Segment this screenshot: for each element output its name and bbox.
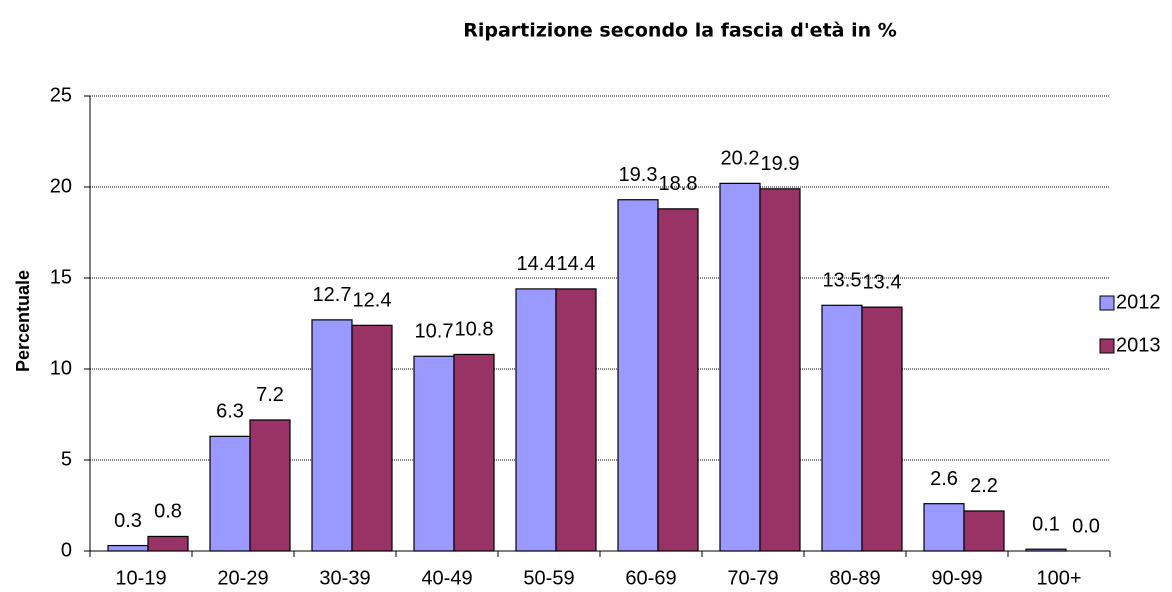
bar xyxy=(107,544,149,552)
bar xyxy=(861,306,903,552)
bar xyxy=(1025,548,1067,552)
legend-label: 2012 xyxy=(1116,291,1161,313)
x-tick-label: 30-39 xyxy=(319,567,370,589)
bar xyxy=(515,288,557,552)
y-axis-title: Percentuale xyxy=(13,270,33,372)
bar xyxy=(209,435,251,552)
bar xyxy=(147,535,189,552)
x-tick-label: 20-29 xyxy=(217,567,268,589)
bar xyxy=(351,324,393,552)
x-tick-label: 90-99 xyxy=(931,567,982,589)
value-label: 13.4 xyxy=(863,271,902,293)
x-tick-label: 10-19 xyxy=(115,567,166,589)
value-label: 2.2 xyxy=(970,475,998,497)
y-tick-label: 20 xyxy=(50,175,72,197)
value-label: 0.1 xyxy=(1032,513,1060,535)
x-tick-label: 70-79 xyxy=(727,567,778,589)
value-label: 14.4 xyxy=(517,253,556,275)
value-label: 20.2 xyxy=(721,148,760,170)
y-tick-label: 5 xyxy=(61,448,72,470)
bar xyxy=(821,304,863,552)
chart-title: Ripartizione secondo la fascia d'età in … xyxy=(463,20,897,42)
value-label: 0.0 xyxy=(1072,515,1100,537)
bar xyxy=(453,353,495,552)
value-label: 10.8 xyxy=(455,319,494,341)
bar xyxy=(617,199,659,552)
bar xyxy=(555,288,597,552)
bar xyxy=(963,510,1005,552)
bar xyxy=(657,208,699,552)
bar xyxy=(923,503,965,552)
legend-label: 2013 xyxy=(1116,334,1161,356)
value-label: 19.3 xyxy=(619,164,658,186)
value-label: 0.8 xyxy=(154,501,182,523)
bar xyxy=(759,188,801,552)
bar xyxy=(311,319,353,552)
bar xyxy=(249,419,291,552)
legend-swatch xyxy=(1099,338,1115,354)
value-label: 19.9 xyxy=(761,153,800,175)
x-tick-label: 40-49 xyxy=(421,567,472,589)
value-label: 2.6 xyxy=(930,468,958,490)
value-label: 12.7 xyxy=(313,284,352,306)
x-tick-label: 100+ xyxy=(1036,567,1081,589)
value-label: 12.4 xyxy=(353,290,392,312)
value-label: 6.3 xyxy=(216,401,244,423)
x-tick-label: 50-59 xyxy=(523,567,574,589)
x-tick-label: 80-89 xyxy=(829,567,880,589)
y-tick-label: 25 xyxy=(50,84,72,106)
value-label: 0.3 xyxy=(114,510,142,532)
x-tick-label: 60-69 xyxy=(625,567,676,589)
value-label: 13.5 xyxy=(823,270,862,292)
value-label: 10.7 xyxy=(415,321,454,343)
y-tick-label: 15 xyxy=(50,266,72,288)
value-label: 14.4 xyxy=(557,253,596,275)
value-label: 18.8 xyxy=(659,173,698,195)
value-label: 7.2 xyxy=(256,384,284,406)
bar xyxy=(413,355,455,552)
bar xyxy=(719,182,761,552)
y-tick-label: 0 xyxy=(61,539,72,561)
legend-swatch xyxy=(1099,295,1115,311)
y-tick-label: 10 xyxy=(50,357,72,379)
